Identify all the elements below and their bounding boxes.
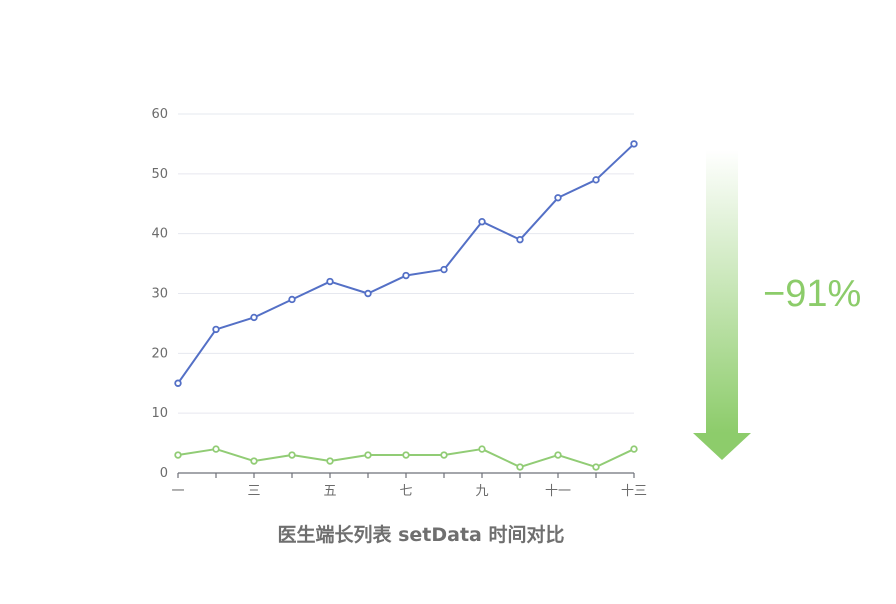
x-tick-label: 十一	[545, 484, 571, 499]
x-tick-label: 七	[399, 484, 412, 499]
down-arrow-icon	[693, 150, 751, 460]
data-point	[440, 265, 448, 274]
grid-lines	[178, 113, 634, 414]
data-point	[592, 463, 600, 471]
data-point	[478, 217, 486, 226]
series-layer	[174, 140, 638, 471]
y-tick-label: 0	[160, 466, 168, 481]
data-point	[630, 445, 638, 453]
data-point	[478, 445, 486, 453]
series-line-1	[177, 143, 635, 384]
x-tick-label: 一	[171, 484, 184, 499]
data-point	[326, 457, 334, 465]
data-point	[326, 277, 334, 286]
data-point	[212, 445, 220, 453]
x-tick-label: 五	[323, 484, 336, 499]
data-point	[402, 451, 410, 459]
data-point	[364, 289, 372, 298]
y-tick-label: 20	[151, 346, 168, 361]
data-point	[516, 235, 524, 244]
data-point	[402, 271, 410, 280]
x-tick-label: 九	[475, 484, 488, 499]
chart-title: 医生端长列表 setData 时间对比	[277, 523, 564, 546]
data-point	[250, 457, 258, 465]
data-point	[174, 451, 182, 459]
data-point	[288, 295, 296, 304]
y-tick-label: 50	[151, 167, 168, 182]
data-point	[288, 451, 296, 459]
y-tick-label: 60	[151, 107, 168, 122]
data-point	[440, 451, 448, 459]
data-point	[554, 194, 562, 202]
reduction-percentage: −91%	[763, 273, 861, 315]
data-point	[174, 379, 182, 387]
data-point	[212, 325, 220, 334]
y-tick-label: 10	[151, 406, 168, 421]
x-tick-label: 三	[247, 484, 260, 499]
x-tick-label: 十三	[621, 484, 647, 499]
axes: 0 10 20 30 40 50 60 一 三 五 七 九 十一 十三	[151, 107, 647, 499]
data-point	[554, 451, 562, 459]
data-point	[516, 463, 524, 471]
data-point	[364, 451, 372, 459]
data-point	[592, 176, 600, 184]
y-tick-label: 40	[151, 227, 168, 242]
data-point	[630, 140, 638, 148]
data-point	[250, 313, 258, 322]
y-tick-label: 30	[151, 287, 168, 302]
